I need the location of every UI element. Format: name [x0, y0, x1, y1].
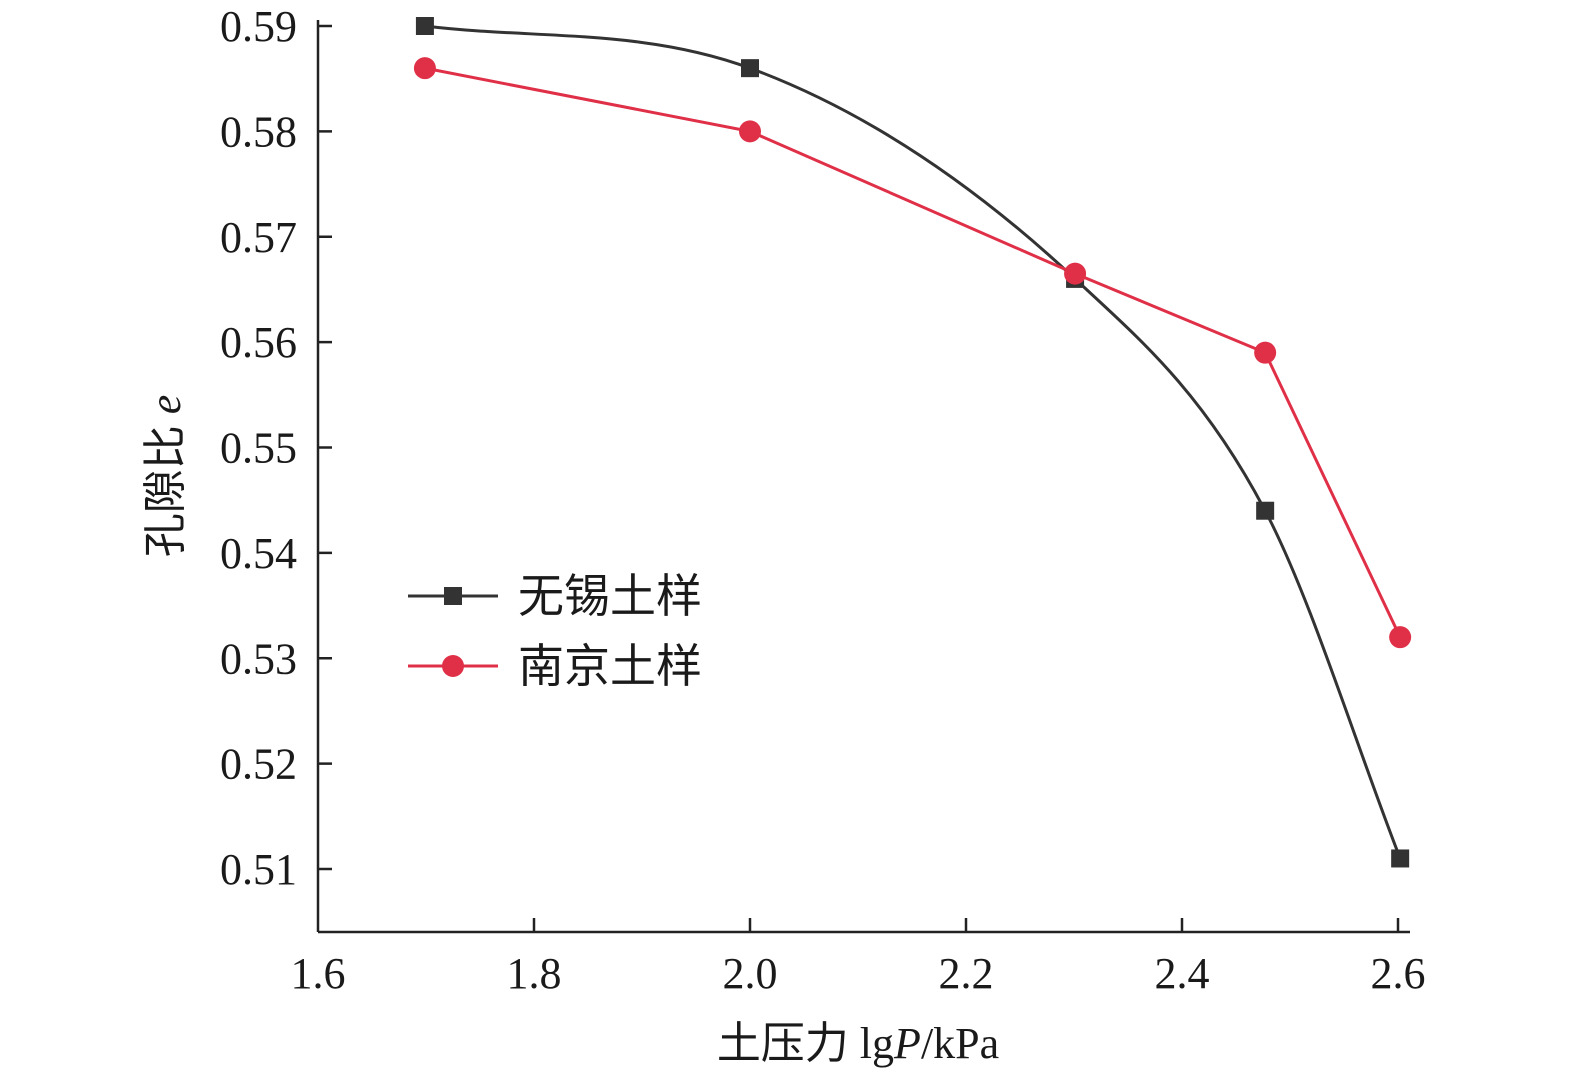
legend-label: 南京土样	[518, 641, 702, 692]
y-tick-label: 0.54	[220, 529, 297, 578]
series-1	[415, 17, 1410, 868]
x-axis-title: 土压力 lgP/kPa	[717, 1019, 999, 1068]
y-tick-label: 0.58	[220, 107, 297, 156]
x-tick-label: 2.4	[1155, 949, 1210, 998]
data-point-circle	[1389, 626, 1412, 649]
data-point-circle	[739, 120, 761, 143]
series-line	[424, 66, 1402, 638]
y-tick-label: 0.57	[220, 213, 297, 262]
legend-marker-circle	[442, 655, 464, 677]
legend-item: 无锡土样	[408, 571, 702, 622]
legend-label: 无锡土样	[518, 571, 702, 622]
data-point-square	[415, 17, 434, 35]
y-tick-label: 0.53	[220, 634, 297, 683]
data-point-circle	[1254, 341, 1277, 364]
series-2	[413, 57, 1412, 649]
x-tick-label: 2.6	[1371, 949, 1426, 998]
data-point-square	[741, 59, 759, 78]
x-tick-label: 1.6	[291, 949, 346, 998]
data-point-circle	[1064, 262, 1087, 285]
x-ticks: 1.6 1.8 2.0 2.2 2.4 2.6	[291, 918, 1426, 998]
y-tick-label: 0.52	[220, 740, 297, 789]
y-tick-label: 0.56	[220, 318, 297, 367]
axes	[316, 20, 1410, 934]
legend-item: 南京土样	[408, 641, 702, 692]
series	[413, 17, 1412, 868]
data-point-square	[1391, 849, 1410, 868]
data-point-circle	[413, 57, 436, 80]
x-tick-label: 2.2	[939, 949, 994, 998]
y-tick-label: 0.51	[220, 845, 297, 894]
x-tick-label: 2.0	[723, 949, 778, 998]
data-point-square	[1256, 501, 1275, 520]
x-tick-label: 1.8	[507, 949, 562, 998]
y-ticks: 0.59 0.58 0.57 0.56 0.55 0.54 0.53 0.52 0.51	[220, 2, 332, 894]
y-axis-title: 孔隙比 e	[141, 395, 190, 558]
legend-marker-square	[444, 587, 462, 605]
series-line	[424, 24, 1402, 860]
y-tick-label: 0.55	[220, 424, 297, 473]
y-tick-label: 0.59	[220, 2, 297, 51]
